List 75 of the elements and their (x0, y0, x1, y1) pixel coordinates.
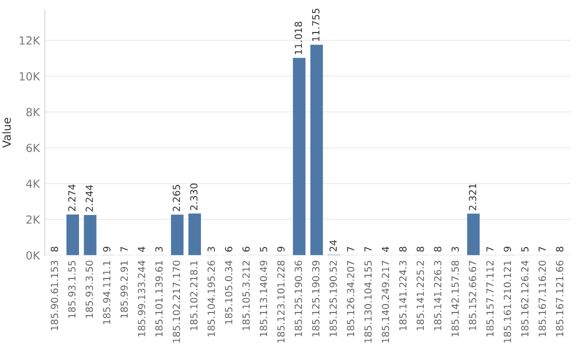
x-tick-label: 185.123.101.228 (277, 260, 285, 343)
x-tick-label: 185.161.210.121 (504, 260, 512, 343)
y-tick-label: 12K (20, 36, 40, 45)
bar (292, 58, 306, 256)
x-tick-label: 185.140.249.217 (382, 260, 390, 343)
data-label: 7 (347, 246, 354, 252)
x-tick-label: 185.157.77.112 (486, 261, 494, 336)
x-tick-label: 185.93.1.55 (68, 260, 76, 318)
y-tick-label: 2K (26, 215, 40, 224)
x-tick-label: 185.152.66.67 (468, 260, 476, 330)
bar (84, 215, 96, 256)
bar (467, 214, 480, 256)
x-tick-label: 185.94.111.1 (103, 260, 110, 324)
x-tick-label: 185.105.0.34 (224, 260, 232, 324)
data-label: 11.018 (294, 22, 302, 54)
data-label: 9 (103, 246, 110, 252)
x-tick-label: 185.125.190.39 (312, 260, 320, 336)
x-tick-label: 185.125.190.36 (294, 260, 302, 336)
data-label: 8 (556, 246, 564, 252)
x-tick-label: 185.162.126.24 (521, 260, 528, 336)
data-label: 6 (242, 246, 250, 252)
x-tick-label: 185.141.225.2 (416, 261, 424, 330)
y-tick-label: 8K (26, 108, 40, 116)
y-tick-label: 4K (26, 180, 40, 188)
data-label: 2.244 (86, 184, 93, 212)
x-tick-label: 185.141.226.3 (434, 260, 442, 330)
data-label: 6 (224, 246, 232, 252)
x-tick-label: 185.99.133.244 (138, 260, 146, 336)
data-label: 24 (330, 240, 337, 252)
y-tick-label: 10K (20, 72, 40, 81)
data-label: 4 (138, 246, 146, 252)
x-tick-label: 185.101.139.61 (155, 260, 163, 336)
x-tick-label: 185.104.195.26 (208, 260, 215, 336)
data-label: 4 (382, 246, 389, 252)
data-label: 3 (451, 246, 459, 252)
data-label: 3 (155, 246, 163, 252)
x-tick-label: 185.142.157.58 (451, 260, 459, 336)
x-tick-label: 185.167.116.20 (538, 260, 546, 336)
data-label: 9 (277, 246, 285, 252)
x-tick-label: 185.126.34.207 (346, 260, 354, 336)
data-label: 8 (399, 246, 407, 252)
data-label: 3 (208, 246, 215, 252)
data-label: 8 (50, 246, 58, 252)
data-label: 2.265 (172, 184, 180, 212)
data-label: 2.321 (468, 184, 476, 210)
data-label: 8 (434, 246, 442, 252)
x-tick-label: 185.141.224.3 (399, 260, 407, 330)
x-tick-label: 185.167.121.66 (556, 260, 564, 336)
data-label: 9 (504, 246, 512, 252)
data-label: 2.274 (68, 184, 76, 212)
data-label: 5 (521, 247, 528, 252)
y-tick-label: 0K (26, 251, 40, 260)
x-tick-label: 185.99.2.91 (120, 260, 128, 318)
data-label: 7 (538, 246, 546, 252)
y-axis-title: Value (2, 118, 11, 148)
x-tick-label: 185.113.140.49 (260, 260, 268, 336)
bar (188, 213, 201, 256)
data-label: 8 (416, 246, 424, 252)
x-tick-label: 185.130.104.155 (364, 260, 372, 343)
data-label: 7 (120, 246, 128, 252)
x-tick-label: 185.125.190.52 (330, 261, 337, 336)
data-label: 2.330 (190, 184, 198, 210)
data-label: 5 (260, 247, 268, 252)
x-tick-label: 185.90.61.153 (50, 260, 58, 330)
x-tick-label: 185.93.3.50 (86, 260, 93, 318)
x-tick-label: 185.102.217.170 (172, 260, 180, 343)
data-label: 11.755 (312, 8, 320, 41)
data-label: 7 (486, 246, 494, 252)
bar (66, 214, 79, 256)
data-label: 7 (364, 246, 372, 252)
bar (170, 214, 184, 256)
y-tick-label: 6K (26, 144, 40, 152)
bar (310, 44, 323, 256)
x-tick-label: 185.105.3.212 (242, 261, 250, 330)
x-tick-label: 185.102.218.1 (190, 260, 198, 330)
